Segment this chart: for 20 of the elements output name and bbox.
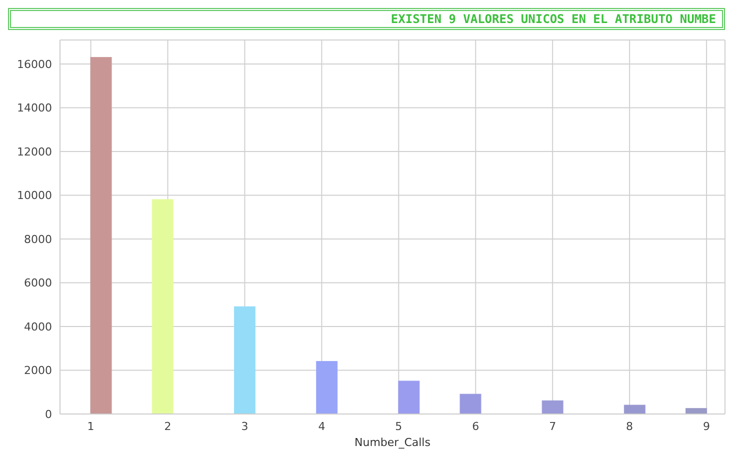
x-tick-label: 8 [626,420,634,433]
x-tick-label: 4 [318,420,326,433]
y-tick-label: 16000 [17,58,52,71]
x-tick-label: 1 [87,420,94,433]
y-tick-label: 8000 [24,232,52,246]
x-tick-label: 5 [395,420,402,433]
x-tick-label: 6 [472,420,480,433]
y-tick-label: 14000 [17,102,52,115]
y-tick-label: 10000 [17,189,52,202]
x-tick-label: 9 [703,420,710,433]
y-tick-label: 2000 [24,364,52,378]
y-tick-label: 12000 [17,145,52,158]
y-tick-label: 6000 [24,276,52,290]
y-tick-label: 0 [45,408,52,421]
y-tick-label: 4000 [24,320,52,334]
x-tick-label: 2 [164,420,172,433]
x-tick-label: 7 [549,420,556,433]
x-axis-title: Number_Calls [354,436,431,449]
chart-title: EXISTEN 9 VALORES UNICOS EN EL ATRIBUTO NUMBE [8,8,725,30]
x-tick-label: 3 [241,420,248,433]
